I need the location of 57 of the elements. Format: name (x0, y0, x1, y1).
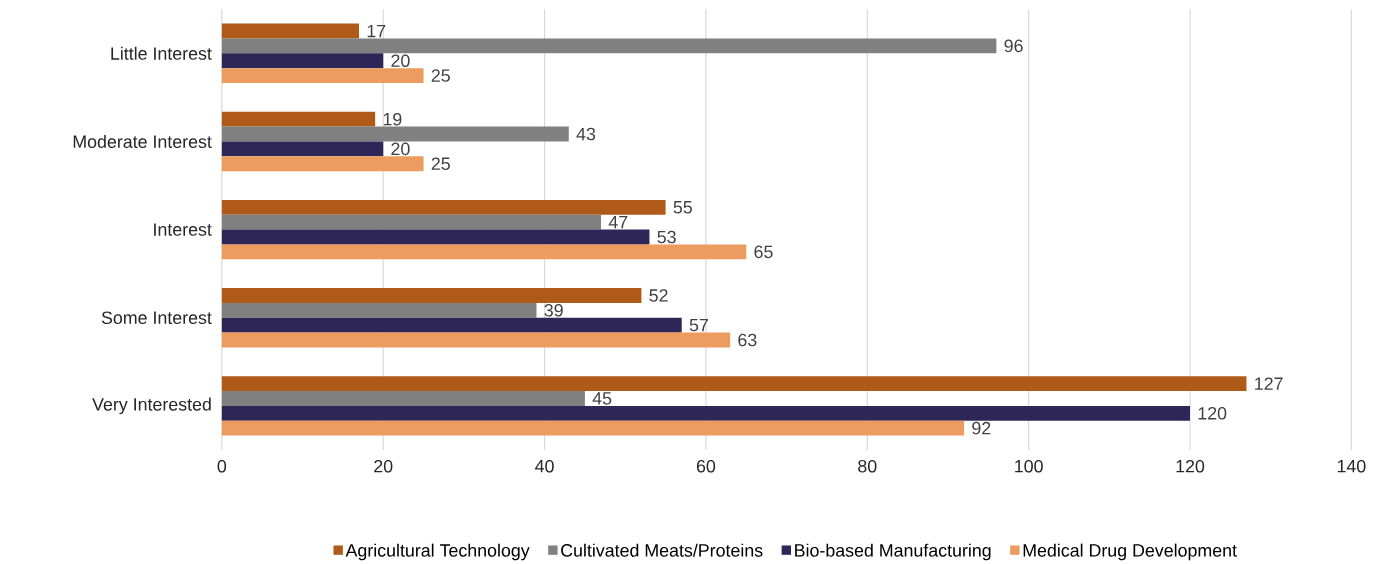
data-label: 96 (1004, 39, 1023, 53)
bar (221, 156, 424, 172)
data-label: 53 (657, 230, 676, 244)
data-label: 65 (754, 245, 773, 259)
bar (221, 126, 569, 142)
data-label: 57 (689, 319, 708, 332)
bar (221, 68, 424, 84)
bar (221, 38, 997, 54)
bar (221, 23, 359, 39)
y-tick-label: Interest (154, 223, 212, 236)
y-tick-label: Moderate Interest (73, 134, 212, 149)
data-label: 63 (738, 333, 757, 347)
x-tick-label: 60 (696, 459, 716, 473)
data-label: 45 (592, 392, 612, 405)
data-label: 43 (576, 127, 596, 141)
x-tick-label: 20 (374, 459, 393, 473)
data-label: 127 (1255, 377, 1283, 390)
data-label: 92 (972, 421, 991, 435)
bar (221, 199, 666, 215)
data-label: 17 (367, 25, 386, 38)
bar (221, 376, 1247, 392)
bar (221, 288, 642, 303)
bar (221, 244, 747, 260)
legend-label: Agricultural Technology (345, 543, 530, 561)
bar (221, 141, 384, 157)
data-label: 20 (391, 54, 410, 68)
data-label: 25 (431, 157, 450, 171)
x-tick-label: 140 (1337, 459, 1366, 473)
data-label: 55 (673, 201, 692, 214)
bar (221, 405, 1191, 421)
data-label: 52 (649, 289, 668, 302)
bar (221, 229, 650, 245)
data-label: 47 (608, 216, 628, 229)
bar (221, 214, 602, 230)
bar (221, 317, 682, 333)
bar (221, 332, 731, 348)
legend-label: Bio-based Manufacturing (795, 543, 991, 561)
x-tick-label: 0 (217, 459, 227, 473)
data-label: 19 (383, 112, 402, 126)
x-tick-label: 40 (535, 459, 554, 473)
x-tick-label: 80 (858, 459, 877, 473)
y-tick-label: Some Interest (101, 311, 212, 325)
data-label: 25 (431, 69, 450, 82)
legend-label: Cultivated Meats/Proteins (561, 543, 763, 557)
y-tick-label: Very Interested (92, 397, 211, 415)
bar (221, 391, 585, 406)
bar (221, 111, 376, 127)
data-label: 20 (391, 142, 410, 156)
x-tick-label: 120 (1176, 459, 1205, 473)
bar (221, 420, 965, 436)
y-tick-label: Little Interest (111, 46, 212, 60)
legend-label: Medical Drug Development (1023, 543, 1237, 561)
data-label: 120 (1198, 407, 1227, 420)
bar (221, 53, 384, 69)
data-label: 39 (544, 304, 563, 317)
bar (221, 302, 537, 318)
x-tick-label: 100 (1015, 459, 1043, 473)
